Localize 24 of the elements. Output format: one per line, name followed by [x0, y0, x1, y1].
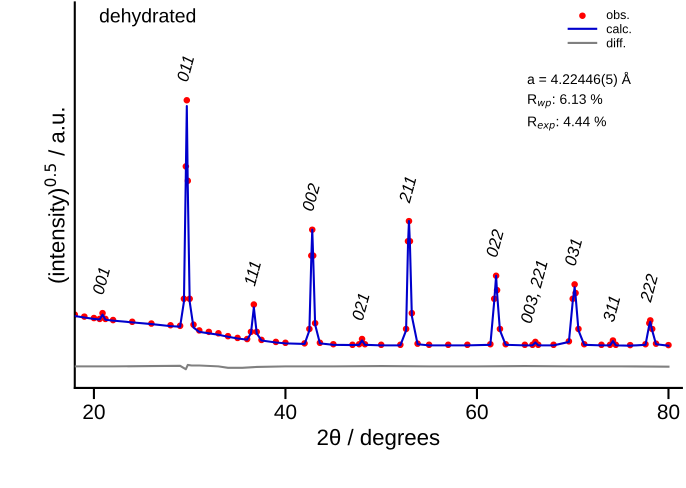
annotation: 111	[244, 260, 261, 287]
annotation: R$_{wp}$: 6.13 %	[528, 94, 602, 108]
annotation: 011	[176, 55, 194, 82]
annotation: 031	[564, 238, 582, 266]
legend-label: diff.	[606, 38, 625, 48]
y-axis-title: (intensity)$^{0.5}$ / a.u.	[44, 108, 69, 283]
annotation: 003, 221	[520, 260, 550, 324]
x-axis-title: 2θ / degrees	[318, 428, 440, 450]
annotation: 211	[398, 176, 416, 204]
legend-label: obs.	[606, 10, 629, 20]
annotation: 222	[640, 273, 658, 303]
x-tick-label: 60	[466, 404, 488, 420]
legend-label: calc.	[606, 24, 631, 34]
x-tick-label: 40	[274, 404, 296, 420]
annotation: 021	[352, 292, 370, 321]
annotation: 022	[486, 228, 504, 258]
x-tick-label: 20	[83, 404, 105, 420]
text: dehydrated	[100, 8, 196, 26]
x-tick-label: 80	[658, 404, 680, 420]
annotation: R$_{exp}$: 4.44 %	[528, 116, 606, 130]
text: a = 4.22446(5) Å	[528, 72, 631, 87]
annotation: 002	[302, 182, 320, 212]
annotation: 001	[92, 267, 110, 295]
annotation: 311	[602, 296, 620, 323]
